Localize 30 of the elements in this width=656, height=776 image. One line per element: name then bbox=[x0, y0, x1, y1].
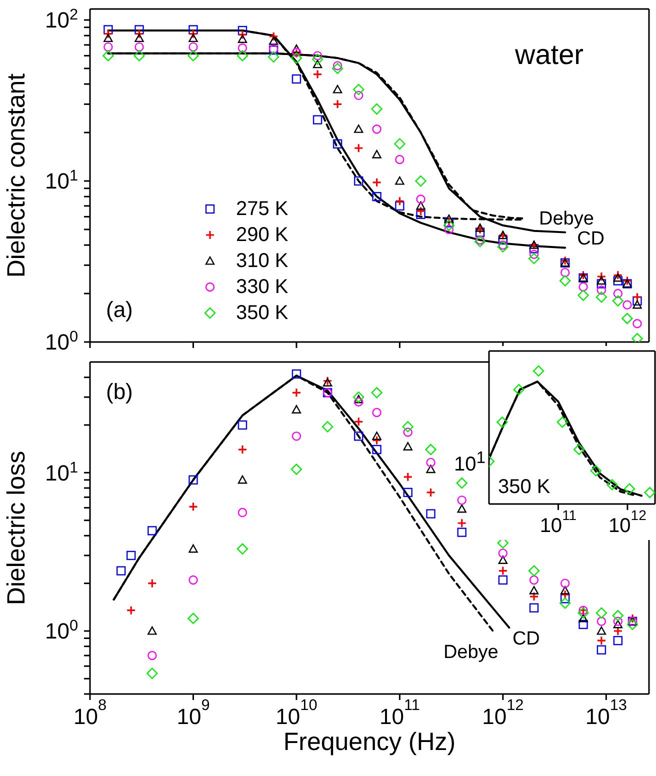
annotation: 10$^{1}$ bbox=[454, 448, 486, 476]
y-axis-title: Dielectric loss bbox=[2, 450, 31, 606]
annotation: (b) bbox=[106, 379, 133, 404]
x-tick-label: 10$^{11}$ bbox=[379, 696, 420, 729]
x-axis-title: Frequency (Hz) bbox=[283, 728, 456, 756]
x-tick-label: 10$^{12}$ bbox=[482, 696, 524, 729]
x-tick-label: 10$^{12}$ bbox=[608, 507, 647, 537]
y-tick-label: 10$^{2}$ bbox=[44, 6, 78, 33]
annotation: Debye bbox=[539, 208, 594, 230]
legend-label: 350 K bbox=[236, 302, 288, 324]
y-tick-label: 10$^{1}$ bbox=[44, 167, 78, 194]
y-tick-label: 10$^{0}$ bbox=[44, 617, 78, 644]
x-tick-label: 10$^{10}$ bbox=[276, 696, 318, 729]
y-tick-label: 10$^{0}$ bbox=[44, 328, 78, 355]
x-tick-label: 10$^{11}$ bbox=[540, 507, 577, 537]
y-axis-title: Dielectric constant bbox=[2, 73, 31, 278]
x-tick-label: 10$^{13}$ bbox=[585, 696, 627, 729]
x-tick-label: 10$^{9}$ bbox=[176, 696, 210, 729]
legend-label: 310 K bbox=[236, 250, 288, 272]
x-tick-label: 10$^{8}$ bbox=[73, 696, 107, 729]
annotation: CD bbox=[512, 628, 540, 650]
legend-label: 275 K bbox=[236, 198, 288, 220]
legend-label: 290 K bbox=[236, 224, 288, 246]
annotation: water bbox=[515, 39, 584, 71]
legend-label: 330 K bbox=[236, 276, 288, 298]
annotation: Debye bbox=[443, 642, 498, 664]
annotation: CD bbox=[577, 228, 605, 250]
y-tick-label: 10$^{1}$ bbox=[44, 458, 78, 486]
annotation: (a) bbox=[106, 297, 133, 322]
annotation: 350 K bbox=[498, 476, 550, 498]
